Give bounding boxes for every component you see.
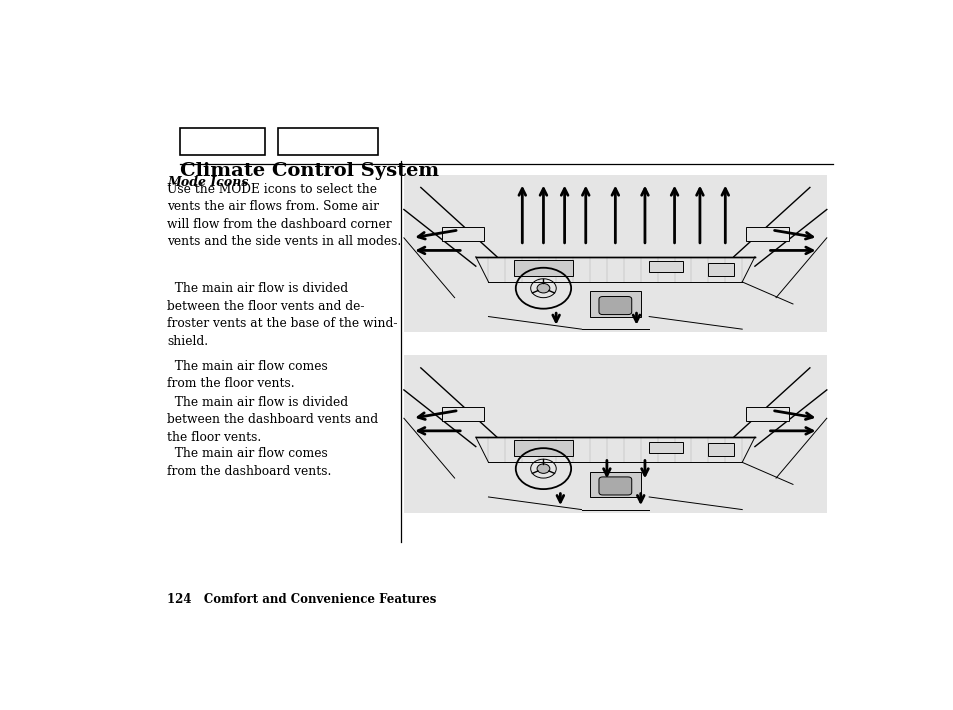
FancyBboxPatch shape [745, 408, 788, 422]
Text: The main air flow comes
from the floor vents.: The main air flow comes from the floor v… [167, 360, 328, 390]
FancyBboxPatch shape [708, 444, 733, 456]
FancyBboxPatch shape [648, 261, 682, 273]
Text: The main air flow comes
from the dashboard vents.: The main air flow comes from the dashboa… [167, 447, 332, 478]
FancyBboxPatch shape [514, 260, 573, 275]
Text: 124   Comfort and Convenience Features: 124 Comfort and Convenience Features [167, 593, 436, 606]
FancyBboxPatch shape [745, 226, 788, 241]
FancyBboxPatch shape [648, 442, 682, 453]
Text: Mode Icons: Mode Icons [167, 177, 249, 190]
FancyBboxPatch shape [441, 408, 484, 422]
Text: Climate Control System: Climate Control System [180, 162, 438, 180]
Bar [403, 175, 826, 332]
FancyBboxPatch shape [598, 297, 631, 315]
FancyBboxPatch shape [589, 471, 640, 497]
Circle shape [537, 464, 549, 474]
FancyBboxPatch shape [589, 291, 640, 317]
Circle shape [537, 283, 549, 293]
Text: The main air flow is divided
between the dashboard vents and
the floor vents.: The main air flow is divided between the… [167, 395, 378, 444]
Bar [403, 355, 826, 513]
FancyBboxPatch shape [708, 263, 733, 275]
FancyBboxPatch shape [514, 440, 573, 456]
Bar [180, 128, 265, 155]
FancyBboxPatch shape [598, 477, 631, 495]
Text: Use the MODE icons to select the
vents the air flows from. Some air
will flow fr: Use the MODE icons to select the vents t… [167, 182, 401, 248]
Bar [278, 128, 377, 155]
Text: The main air flow is divided
between the floor vents and de-
froster vents at th: The main air flow is divided between the… [167, 282, 397, 347]
FancyBboxPatch shape [441, 226, 484, 241]
